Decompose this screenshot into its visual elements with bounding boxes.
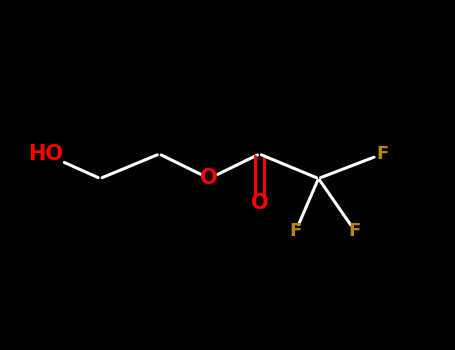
Text: F: F bbox=[349, 222, 361, 240]
Text: O: O bbox=[251, 193, 268, 213]
Text: F: F bbox=[290, 222, 302, 240]
Text: F: F bbox=[376, 145, 388, 163]
Text: O: O bbox=[201, 168, 218, 189]
Text: HO: HO bbox=[28, 144, 63, 164]
